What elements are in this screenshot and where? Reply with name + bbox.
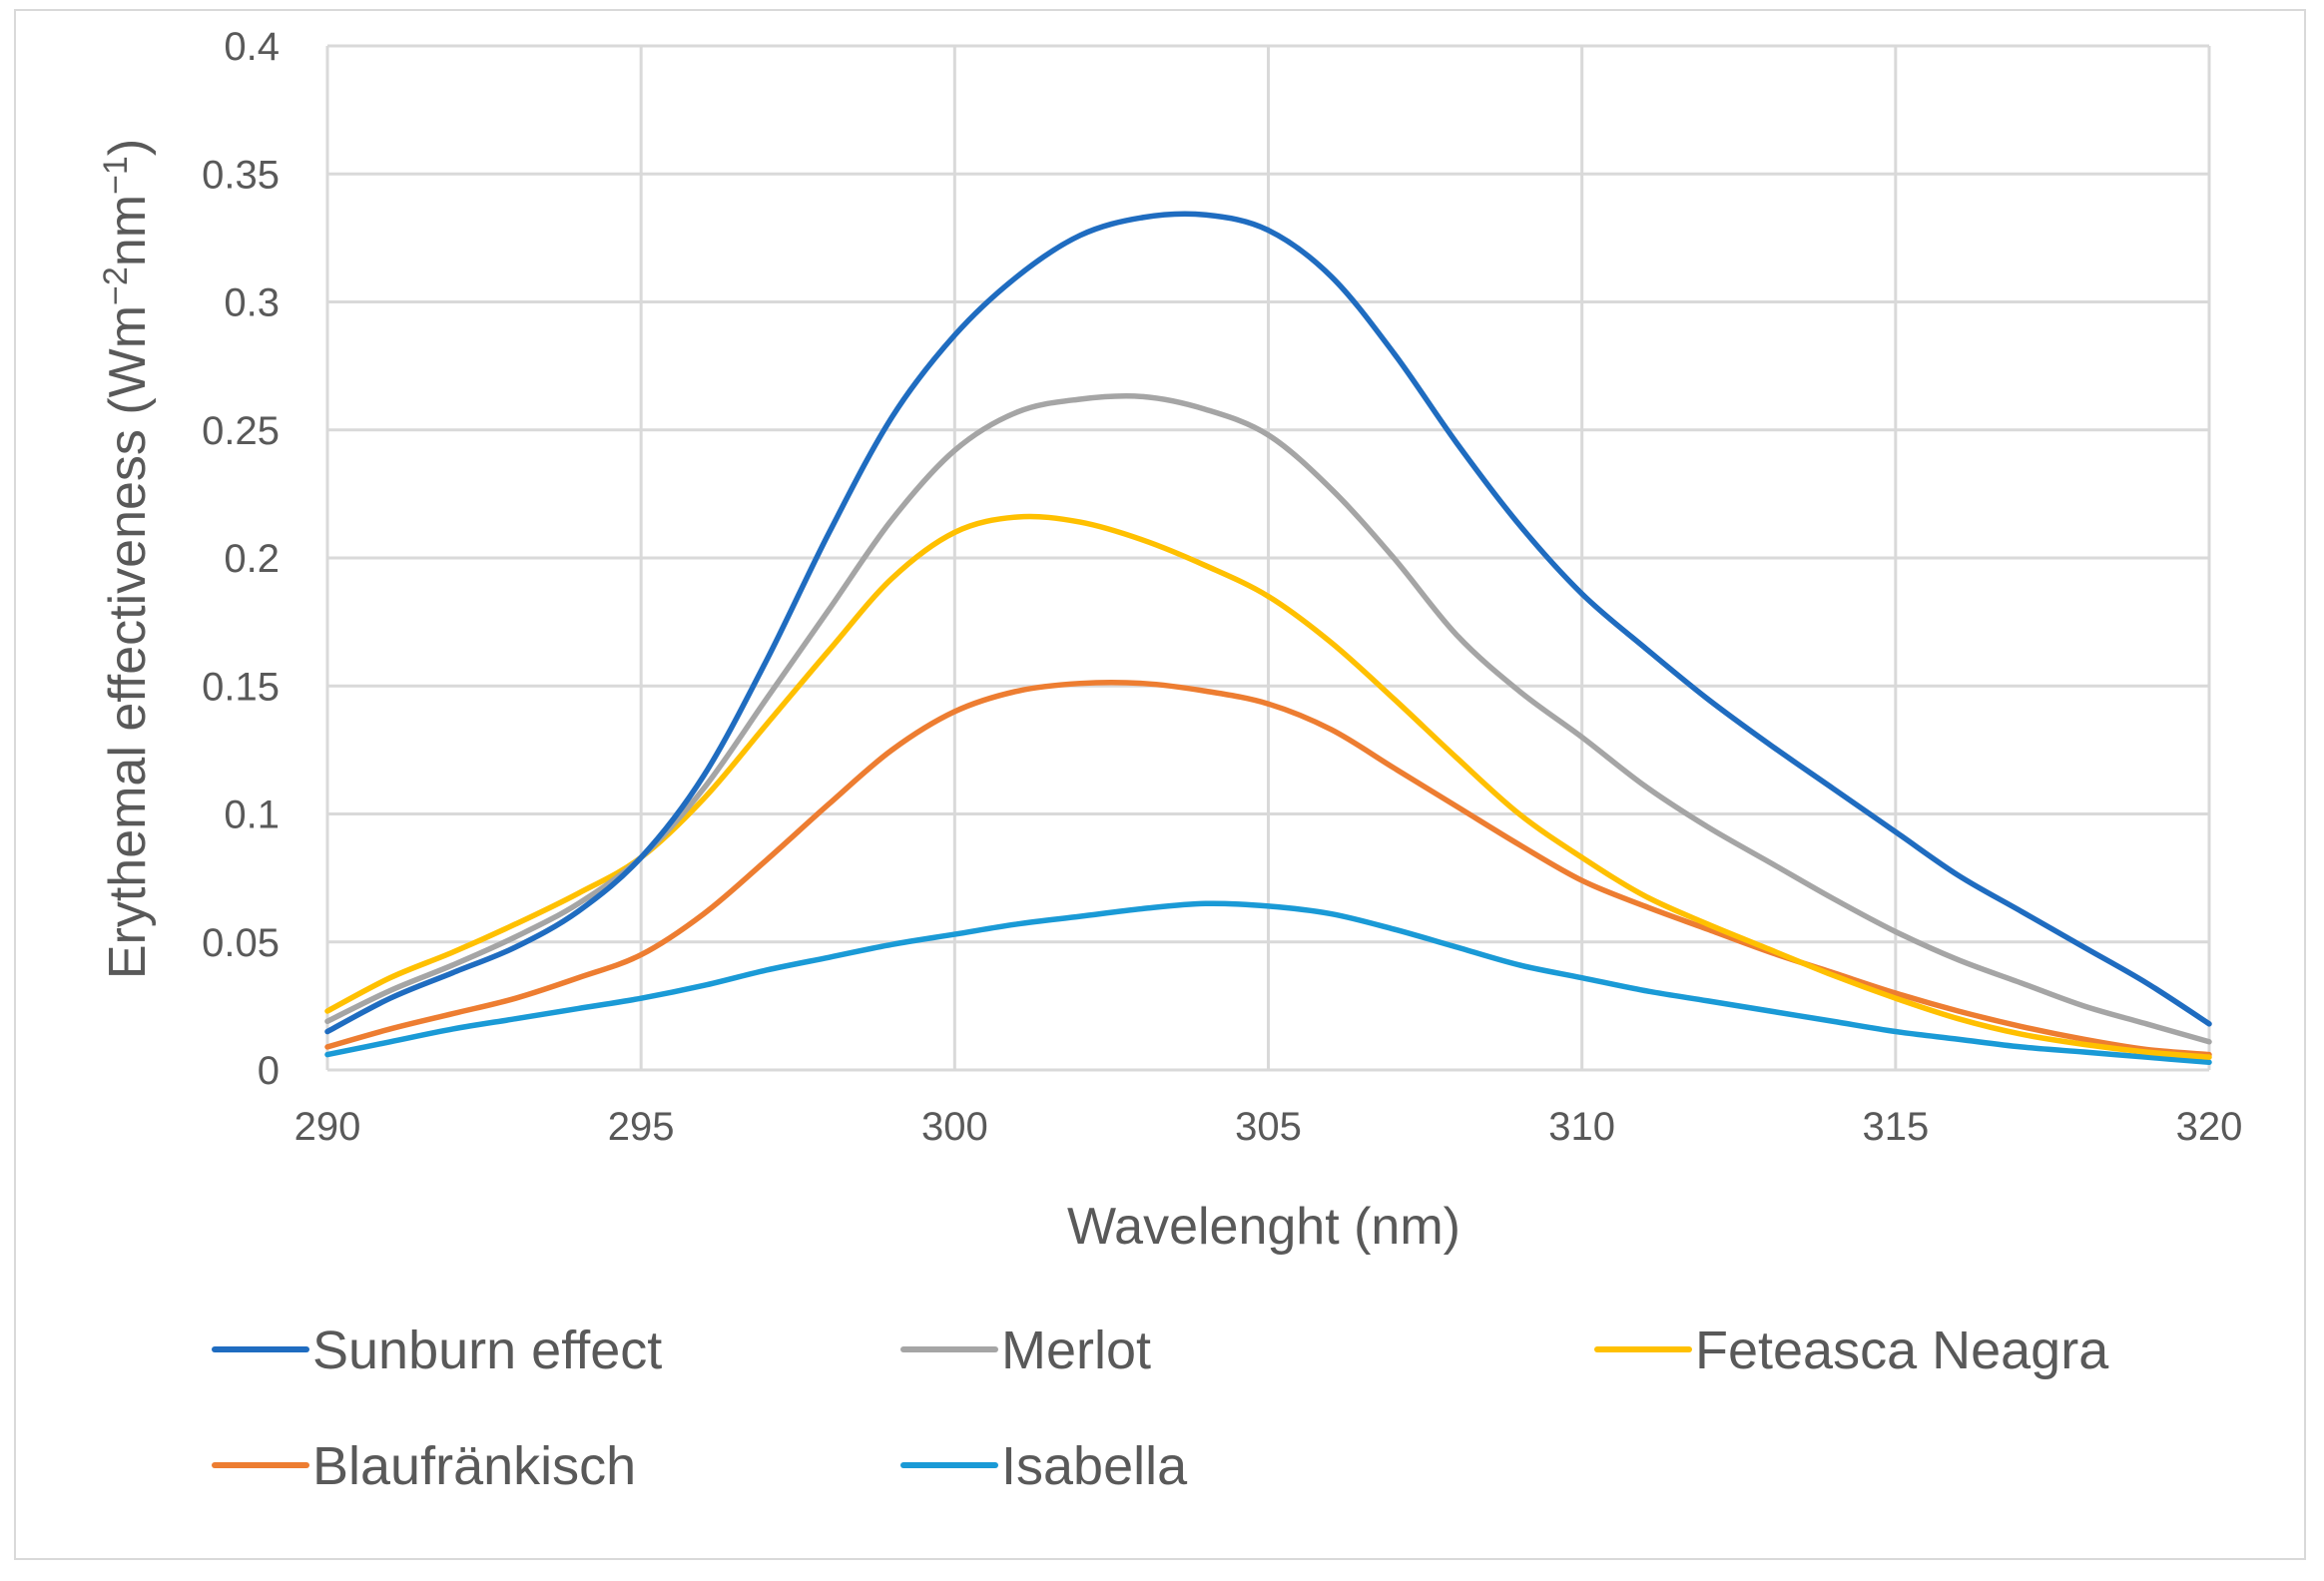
series-lines (324, 211, 2212, 1066)
x-tick-label: 290 (294, 1105, 361, 1149)
x-tick-label: 315 (1862, 1105, 1929, 1149)
y-tick-label: 0.15 (202, 665, 280, 709)
y-tick-label: 0.4 (224, 25, 280, 69)
legend-item-sunburn-effect: Sunburn effect (212, 1320, 662, 1380)
y-axis-title-main: Erythemal effectiveness (Wm (99, 305, 157, 979)
legend-item-isabella: Isabella (900, 1436, 1188, 1496)
y-tick-label: 0.3 (224, 281, 280, 325)
x-axis-title: Wavelenght (nm) (1067, 1198, 1460, 1256)
x-tick-label: 300 (921, 1105, 988, 1149)
y-tick-label: 0.35 (202, 153, 280, 197)
y-axis-title-exponent-1: −2 (97, 266, 135, 305)
series-line-blaufrankisch (324, 679, 2212, 1058)
legend: Sunburn effect Merlot Feteasca Neagra Blauf… (212, 1320, 2109, 1496)
x-tick-label: 310 (1548, 1105, 1615, 1149)
legend-label: Sunburn effect (312, 1320, 662, 1380)
x-axis-tick-labels: 290 295 300 305 310 315 320 (294, 1105, 2243, 1149)
series-line-isabella (324, 900, 2212, 1066)
legend-item-merlot: Merlot (900, 1320, 1151, 1380)
y-axis-title-end: ) (99, 139, 157, 156)
legend-label: Feteasca Neagra (1695, 1320, 2109, 1380)
y-axis-tick-labels: 0 0.05 0.1 0.15 0.2 0.25 0.3 0.35 0.4 (202, 25, 280, 1093)
legend-item-blaufrankisch: Blaufränkisch (212, 1436, 636, 1496)
y-tick-label: 0.05 (202, 921, 280, 965)
legend-label: Isabella (1001, 1436, 1188, 1496)
y-axis-title: Erythemal effectiveness (Wm−2nm−1) (97, 139, 157, 979)
series-line-sunburn-effect (324, 211, 2212, 1035)
horizontal-gridlines (327, 44, 2209, 1072)
y-tick-label: 0.1 (224, 793, 280, 837)
y-axis-title-exponent-2: −1 (97, 156, 135, 195)
y-tick-label: 0 (258, 1049, 280, 1093)
legend-item-feteasca-neagra: Feteasca Neagra (1594, 1320, 2109, 1380)
y-axis-title-mid: nm (99, 195, 157, 266)
legend-label: Blaufränkisch (312, 1436, 636, 1496)
x-tick-label: 320 (2176, 1105, 2243, 1149)
y-tick-label: 0.25 (202, 409, 280, 453)
x-tick-label: 305 (1235, 1105, 1302, 1149)
x-tick-label: 295 (608, 1105, 675, 1149)
legend-label: Merlot (1001, 1320, 1151, 1380)
y-tick-label: 0.2 (224, 537, 280, 581)
chart-frame (14, 9, 2306, 1560)
